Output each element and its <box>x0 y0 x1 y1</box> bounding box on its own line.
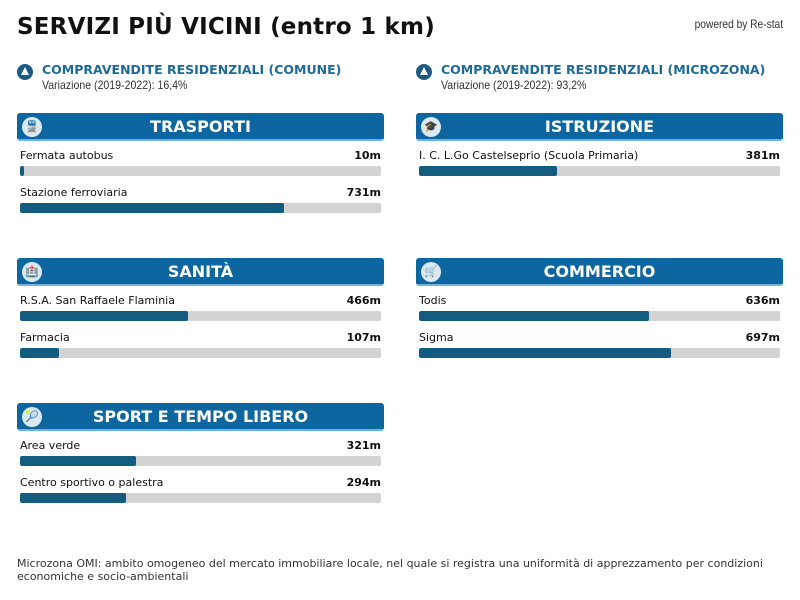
triangle-up-icon <box>416 64 432 80</box>
distance-bar <box>419 311 780 321</box>
hospital-icon: 🏥 <box>22 262 42 282</box>
item-label: Area verde <box>20 439 81 452</box>
item-label: Fermata autobus <box>20 149 114 162</box>
item-label: Stazione ferroviaria <box>20 186 128 199</box>
section-title: TRASPORTI <box>150 117 251 136</box>
item-label: Sigma <box>419 331 454 344</box>
distance-bar-fill <box>419 166 557 176</box>
student-icon: 🎓 <box>421 117 441 137</box>
powered-by: powered by Re-stat <box>694 17 783 31</box>
section-title: SPORT E TEMPO LIBERO <box>92 407 309 426</box>
distance-bar <box>20 311 381 321</box>
distance-bar <box>419 348 780 358</box>
section-commercio: 🛒 COMMERCIO Todis 636m Sigma 697m <box>416 258 783 360</box>
list-item: Area verde 321m <box>20 431 381 468</box>
distance-bar-fill <box>20 456 136 466</box>
item-distance: 294m <box>346 476 381 489</box>
item-label: Todis <box>419 294 447 307</box>
distance-bar <box>20 456 381 466</box>
section-header: 🎾 SPORT E TEMPO LIBERO <box>17 403 384 431</box>
section-sport-e-tempo-libero: 🎾 SPORT E TEMPO LIBERO Area verde 321m Centr… <box>17 403 384 505</box>
item-label: I. C. L.Go Castelseprio (Scuola Primaria… <box>419 149 639 162</box>
list-item: Stazione ferroviaria 731m <box>20 178 381 215</box>
section-header: 🎓 ISTRUZIONE <box>416 113 783 141</box>
item-distance: 10m <box>354 149 381 162</box>
stat-value: Variazione (2019-2022): 93,2% <box>441 78 587 92</box>
section-header: 🚆 TRASPORTI <box>17 113 384 141</box>
section-istruzione: 🎓 ISTRUZIONE I. C. L.Go Castelseprio (Scuo… <box>416 113 783 178</box>
distance-bar <box>20 203 381 213</box>
list-item: R.S.A. San Raffaele Flaminia 466m <box>20 286 381 323</box>
stat-title: COMPRAVENDITE RESIDENZIALI (MICROZONA) <box>441 62 766 77</box>
section-title: SANITÀ <box>167 262 234 281</box>
list-item: Centro sportivo o palestra 294m <box>20 468 381 505</box>
item-distance: 321m <box>346 439 381 452</box>
list-item: Fermata autobus 10m <box>20 141 381 178</box>
item-distance: 466m <box>346 294 381 307</box>
list-item: Todis 636m <box>419 286 780 323</box>
section-sanit-: 🏥 SANITÀ R.S.A. San Raffaele Flaminia 466m F… <box>17 258 384 360</box>
distance-bar-fill <box>419 311 649 321</box>
list-item: Sigma 697m <box>419 323 780 360</box>
distance-bar <box>20 166 381 176</box>
triangle-up-icon <box>17 64 33 80</box>
tennis-racket-icon: 🎾 <box>22 407 42 427</box>
item-label: Centro sportivo o palestra <box>20 476 164 489</box>
section-header: 🏥 SANITÀ <box>17 258 384 286</box>
shopping-cart-icon: 🛒 <box>421 262 441 282</box>
distance-bar <box>20 493 381 503</box>
item-distance: 731m <box>346 186 381 199</box>
section-title: ISTRUZIONE <box>544 117 655 136</box>
item-distance: 107m <box>346 331 381 344</box>
list-item: Farmacia 107m <box>20 323 381 360</box>
distance-bar-fill <box>20 311 189 321</box>
distance-bar-fill <box>419 348 671 358</box>
footnote: Microzona OMI: ambito omogeneo del merca… <box>17 557 763 583</box>
distance-bar <box>419 166 780 176</box>
distance-bar-fill <box>20 203 284 213</box>
page-title: SERVIZI PIÙ VICINI (entro 1 km) <box>17 14 435 40</box>
item-label: Farmacia <box>20 331 70 344</box>
section-title: COMMERCIO <box>543 262 656 281</box>
list-item: I. C. L.Go Castelseprio (Scuola Primaria… <box>419 141 780 178</box>
section-trasporti: 🚆 TRASPORTI Fermata autobus 10m Stazione fer… <box>17 113 384 215</box>
stat-title: COMPRAVENDITE RESIDENZIALI (COMUNE) <box>42 62 342 77</box>
item-distance: 697m <box>745 331 780 344</box>
distance-bar <box>20 348 381 358</box>
item-distance: 381m <box>745 149 780 162</box>
distance-bar-fill <box>20 166 24 176</box>
section-header: 🛒 COMMERCIO <box>416 258 783 286</box>
stat-value: Variazione (2019-2022): 16,4% <box>42 78 188 92</box>
item-distance: 636m <box>745 294 780 307</box>
train-icon: 🚆 <box>22 117 42 137</box>
distance-bar-fill <box>20 493 127 503</box>
distance-bar-fill <box>20 348 59 358</box>
item-label: R.S.A. San Raffaele Flaminia <box>20 294 175 307</box>
